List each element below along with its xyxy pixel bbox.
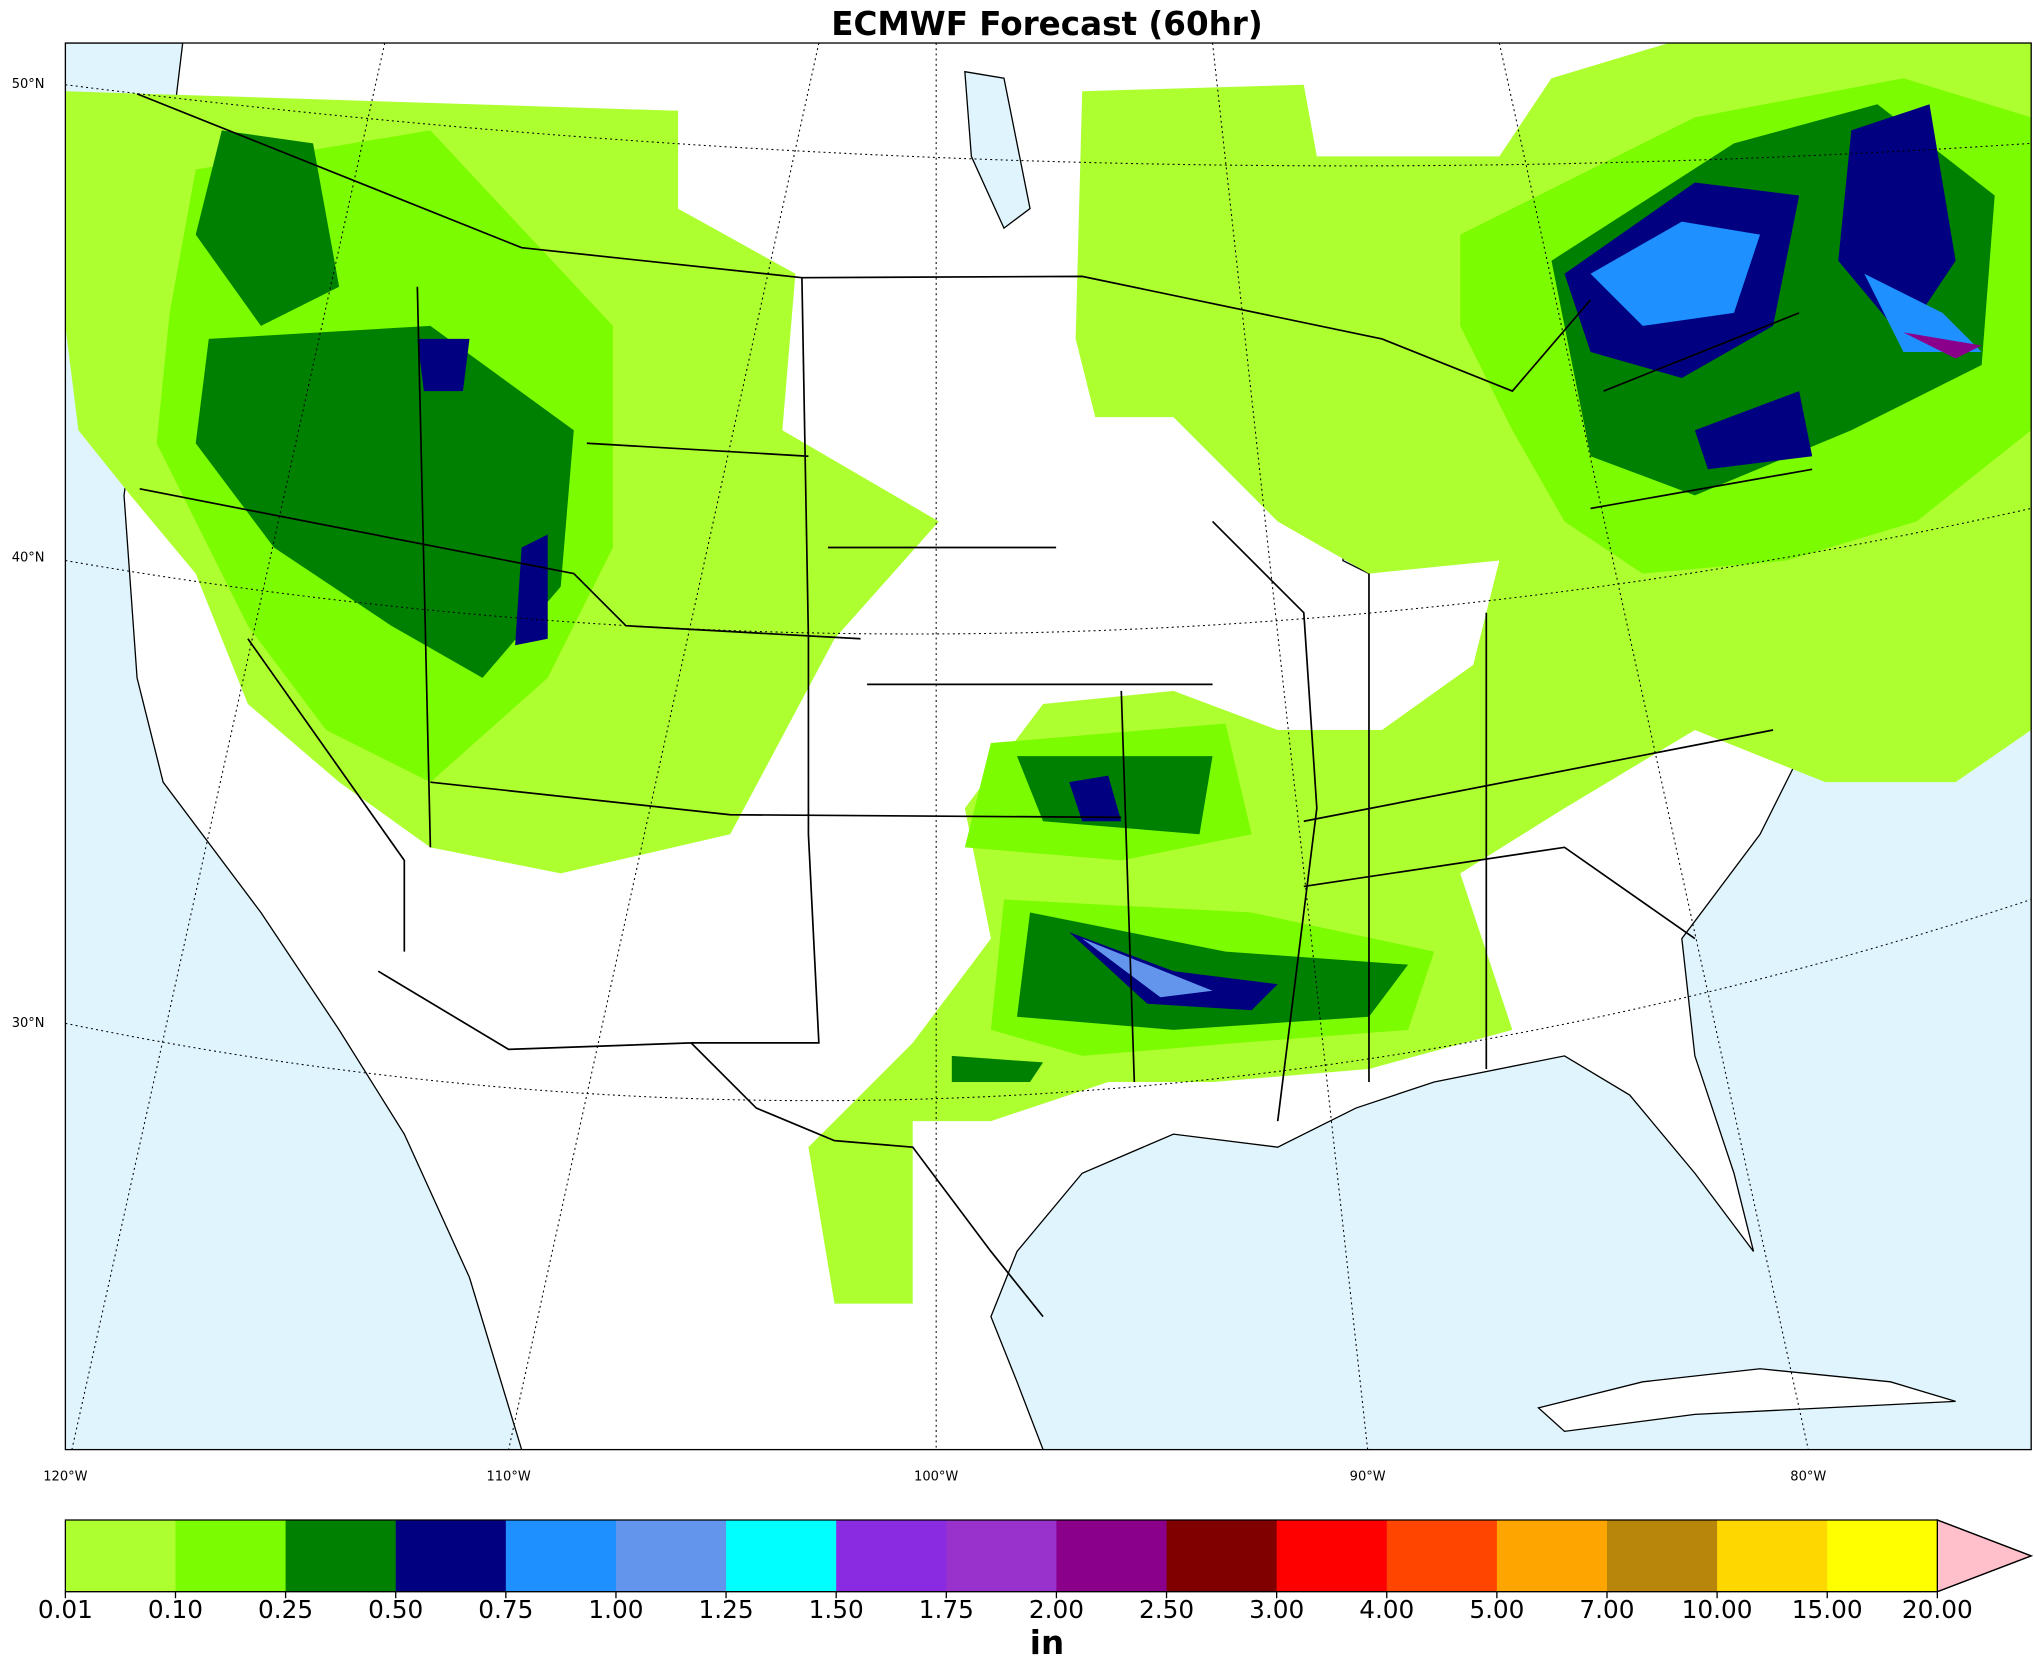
colorbar-segment xyxy=(836,1519,947,1592)
colorbar-tick-label: 5.00 xyxy=(1469,1595,1524,1624)
longitude-label: 110°W xyxy=(486,1469,530,1484)
colorbar-segment xyxy=(1276,1519,1388,1592)
colorbar-segment xyxy=(946,1519,1058,1592)
colorbar-tick-label: 0.01 xyxy=(38,1595,93,1624)
latitude-label: 50°N xyxy=(12,77,45,92)
colorbar-segment xyxy=(1496,1519,1608,1592)
cuba xyxy=(1537,1368,1956,1433)
atlantic-gulf xyxy=(990,481,2032,1450)
colorbar-tick-label: 2.50 xyxy=(1139,1595,1194,1624)
longitude-label: 80°W xyxy=(1790,1469,1826,1484)
colorbar-tick-label: 20.00 xyxy=(1902,1595,1973,1624)
latitude-labels: 50°N 40°N 30°N xyxy=(12,77,45,1031)
colorbar-segment xyxy=(65,1519,177,1592)
colorbar-segment xyxy=(1056,1519,1168,1592)
longitude-label: 120°W xyxy=(43,1469,87,1484)
colorbar-segment xyxy=(505,1519,617,1592)
colorbar-segment xyxy=(285,1519,397,1592)
colorbar-tick-label: 3.00 xyxy=(1249,1595,1304,1624)
colorbar-tick-label: 0.50 xyxy=(368,1595,423,1624)
colorbar-unit: in xyxy=(1030,1624,1064,1662)
longitude-labels: 120°W 110°W 100°W 90°W 80°W xyxy=(43,1469,1826,1484)
colorbar-tick-label: 1.50 xyxy=(809,1595,864,1624)
map-title: ECMWF Forecast (60hr) xyxy=(831,5,1263,43)
longitude-label: 100°W xyxy=(914,1469,958,1484)
colorbar-tick-label: 15.00 xyxy=(1792,1595,1863,1624)
colorbar-segment xyxy=(1827,1519,1938,1592)
colorbar-tick-label: 4.00 xyxy=(1359,1595,1414,1624)
colorbar-tick-label: 2.00 xyxy=(1029,1595,1084,1624)
colorbar-tick-label: 0.10 xyxy=(148,1595,203,1624)
colorbar-tick-label: 1.75 xyxy=(919,1595,974,1624)
colorbar-tick-label: 1.25 xyxy=(699,1595,754,1624)
colorbar-segment xyxy=(175,1519,287,1592)
political-borders xyxy=(136,93,1813,1318)
colorbar-extend xyxy=(1936,1519,2034,1593)
longitude-label: 90°W xyxy=(1350,1469,1386,1484)
latitude-label: 40°N xyxy=(12,550,45,565)
map-frame xyxy=(64,42,2032,1451)
colorbar: 0.01 0.10 0.25 0.50 0.75 1.00 1.25 1.50 1.75 2.00… xyxy=(38,1519,2034,1624)
colorbar-tick-label: 7.00 xyxy=(1579,1595,1634,1624)
colorbar-segment xyxy=(1386,1519,1498,1592)
colorbar-tick-label: 10.00 xyxy=(1682,1595,1753,1624)
colorbar-outline xyxy=(64,1519,2034,1593)
colorbar-tick-label: 1.00 xyxy=(588,1595,643,1624)
colorbar-segment xyxy=(726,1519,837,1592)
precipitation xyxy=(65,43,2032,1304)
colorbar-segment xyxy=(1166,1519,1278,1592)
latitude-label: 30°N xyxy=(12,1016,45,1031)
colorbar-segment xyxy=(615,1519,727,1592)
colorbar-tick-label: 0.25 xyxy=(258,1595,313,1624)
colorbar-segment xyxy=(1606,1519,1718,1592)
map xyxy=(64,42,2032,1451)
graticule xyxy=(65,43,2032,1450)
colorbar-segment xyxy=(395,1519,507,1592)
colorbar-tick-label: 0.75 xyxy=(478,1595,533,1624)
colorbar-segment xyxy=(1717,1519,1828,1592)
